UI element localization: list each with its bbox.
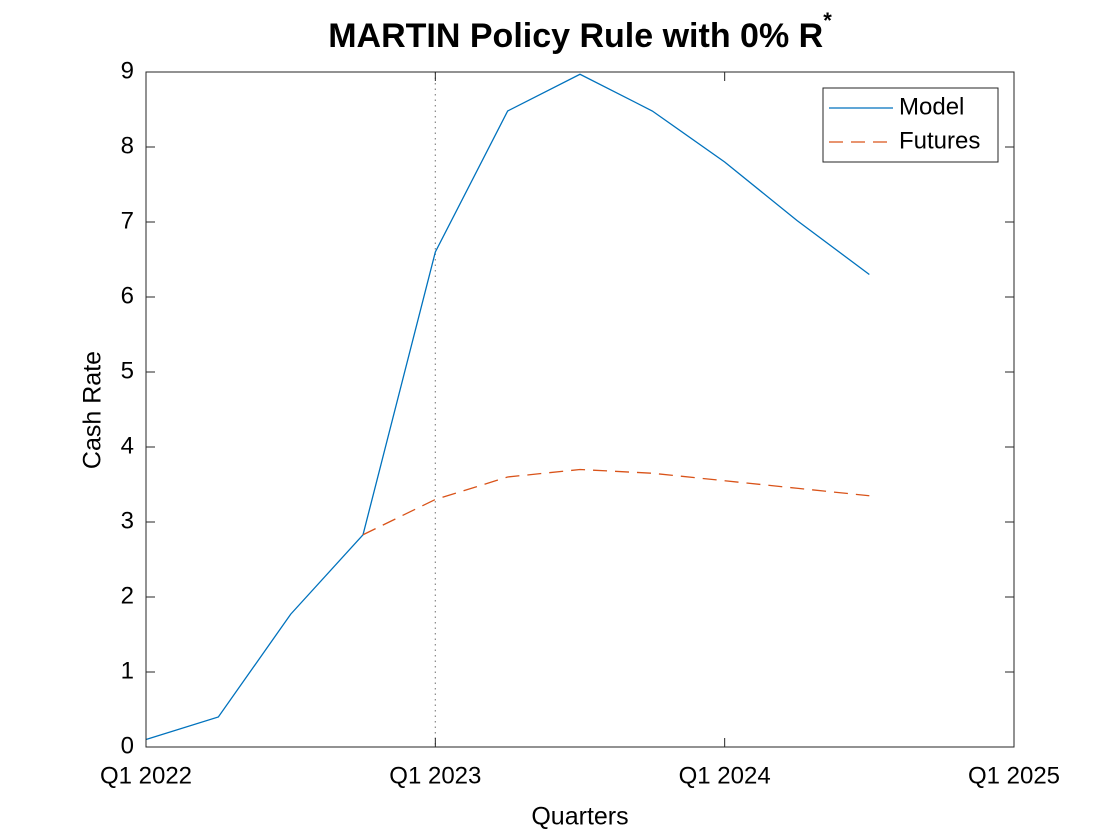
y-tick-label: 8 — [121, 132, 134, 159]
y-tick-label: 2 — [121, 582, 134, 609]
title-text: MARTIN Policy Rule with 0% R — [328, 17, 823, 55]
y-axis-label: Cash Rate — [79, 351, 107, 469]
y-tick-label: 7 — [121, 207, 134, 234]
y-tick-label: 6 — [121, 282, 134, 309]
legend-label: Futures — [899, 127, 980, 154]
legend-box — [822, 87, 999, 163]
x-axis-label: Quarters — [531, 803, 628, 831]
x-tick-label: Q1 2025 — [968, 762, 1060, 789]
y-tick-label: 5 — [121, 357, 134, 384]
plot-frame — [145, 71, 1015, 748]
y-tick-label: 9 — [121, 57, 134, 84]
series-line — [362, 468, 870, 536]
y-tick-label: 4 — [121, 432, 134, 459]
chart-title: MARTIN Policy Rule with 0% R* — [328, 8, 832, 55]
y-tick-label: 1 — [121, 657, 134, 684]
y-tick-label: 3 — [121, 507, 134, 534]
legend-label: Model — [899, 93, 964, 120]
x-tick-label: Q1 2023 — [389, 762, 481, 789]
x-tick-label: Q1 2022 — [100, 762, 192, 789]
series-line — [145, 73, 870, 741]
y-tick-label: 0 — [121, 732, 134, 759]
title-superscript: * — [823, 8, 832, 33]
x-tick-label: Q1 2024 — [679, 762, 771, 789]
